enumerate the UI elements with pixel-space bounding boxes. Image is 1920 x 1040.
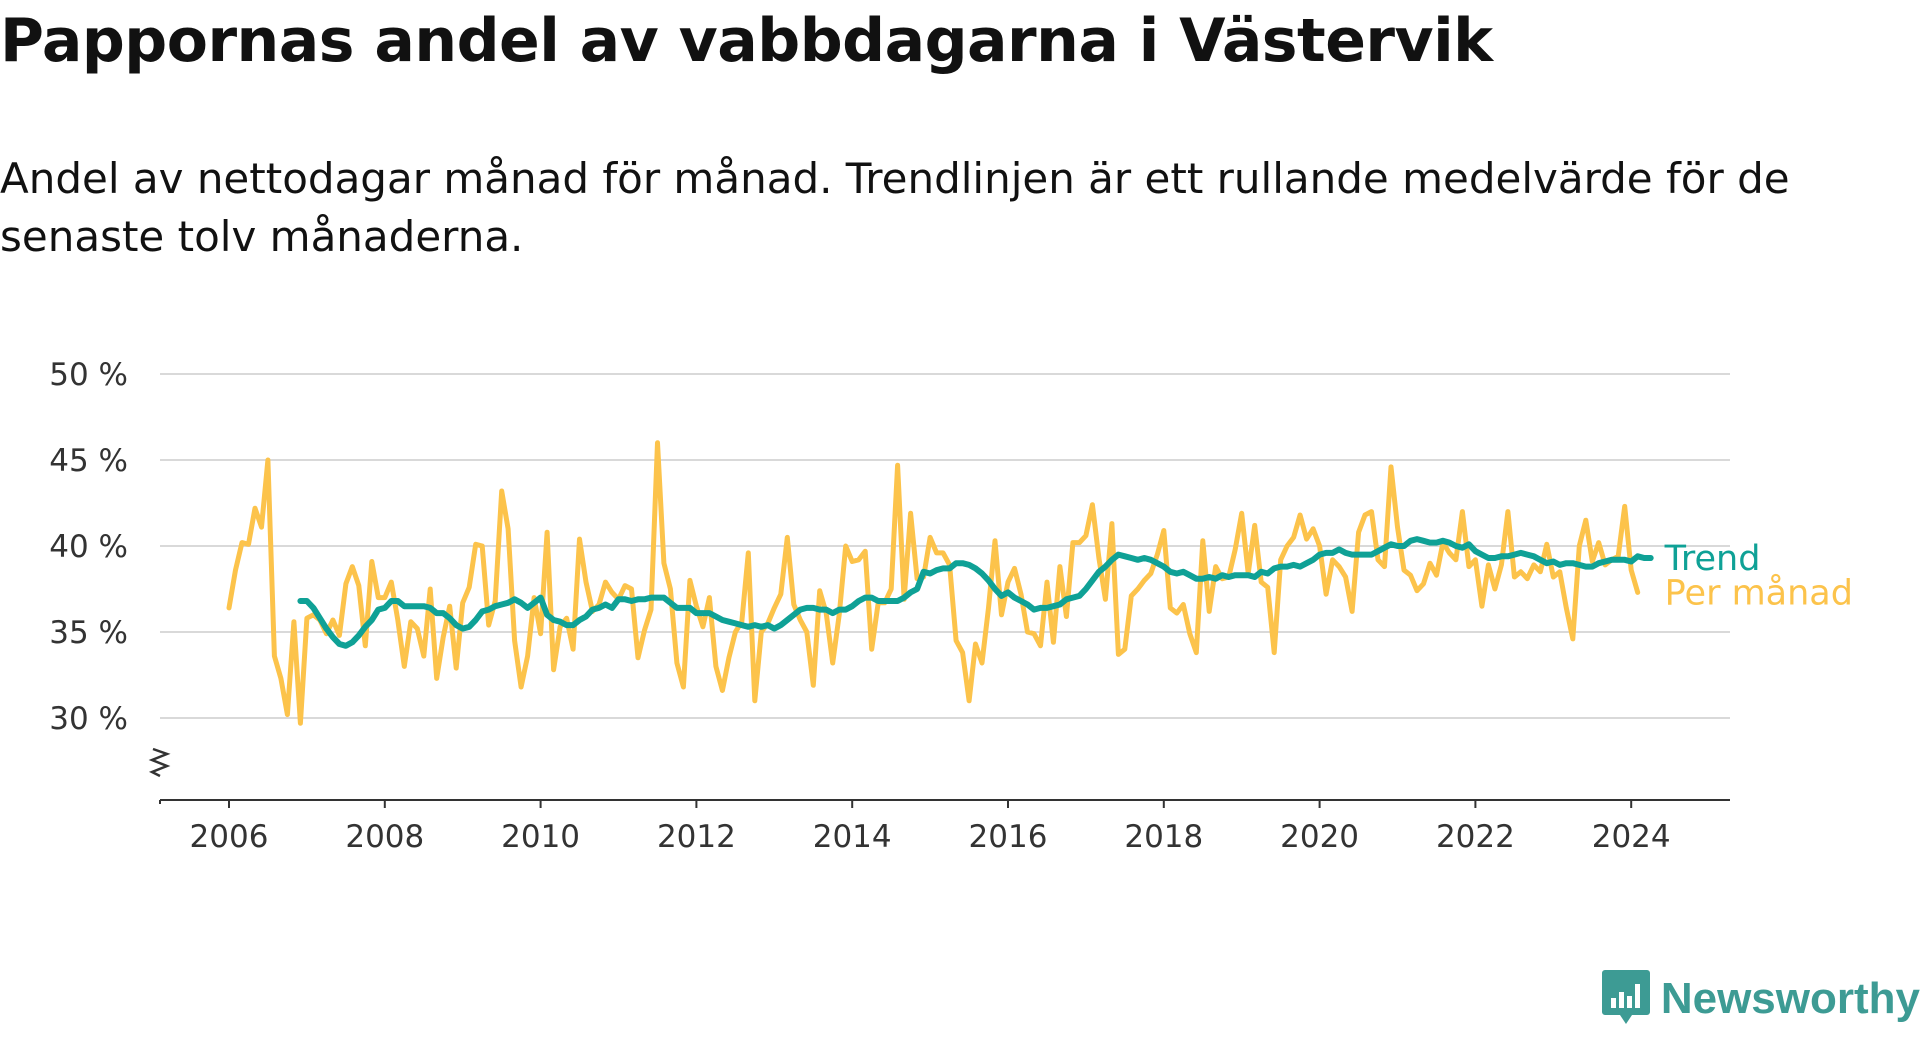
series-lines [226, 440, 1654, 726]
y-tick-label: 35 % [49, 615, 128, 651]
x-tick-label: 2022 [1436, 819, 1515, 855]
brand-name: Newsworthy [1660, 974, 1920, 1023]
x-axis: 2006 2008 2010 2012 2014 2016 2018 2020 2022 2024 [148, 747, 1730, 855]
chart-title: Pappornas andel av vabbdagarna i Västerv… [0, 6, 1493, 76]
series-line-per-manad [226, 440, 1641, 726]
x-tick-label: 2018 [1124, 819, 1203, 855]
newsworthy-logo-icon [1601, 968, 1651, 1030]
chart-subtitle: Andel av nettodagar månad för månad. Tre… [0, 154, 1790, 261]
x-tick-label: 2010 [501, 819, 580, 855]
x-tick-label: 2012 [657, 819, 736, 855]
y-tick-label: 45 % [49, 443, 128, 479]
y-tick-label: 40 % [49, 529, 128, 565]
line-chart: 30 % 35 % 40 % 45 % 50 % 2006 2008 2010 2012 201… [49, 357, 1853, 855]
series-label: Per månad [1665, 572, 1853, 613]
x-tick-label: 2014 [813, 819, 892, 855]
series-line-trend [297, 536, 1654, 649]
x-tick-label: 2008 [345, 819, 424, 855]
y-axis-ticks: 30 % 35 % 40 % 45 % 50 % [49, 357, 128, 737]
brand-logo: Newsworthy [1601, 968, 1920, 1030]
x-tick-label: 2020 [1280, 819, 1359, 855]
y-tick-label: 50 % [49, 357, 128, 393]
axis-break-icon [148, 747, 171, 778]
x-tick-label: 2016 [969, 819, 1048, 855]
x-tick-label: 2006 [190, 819, 269, 855]
x-tick-label: 2024 [1592, 819, 1671, 855]
y-tick-label: 30 % [49, 701, 128, 737]
grid-lines [160, 373, 1730, 719]
series-label: Trend [1664, 539, 1761, 579]
